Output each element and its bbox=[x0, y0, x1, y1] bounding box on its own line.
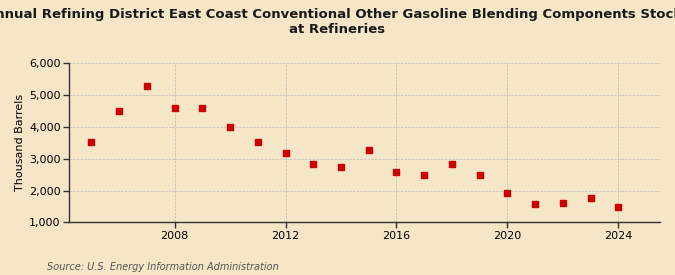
Text: Annual Refining District East Coast Conventional Other Gasoline Blending Compone: Annual Refining District East Coast Conv… bbox=[0, 8, 675, 36]
Y-axis label: Thousand Barrels: Thousand Barrels bbox=[15, 94, 25, 191]
Point bbox=[530, 201, 541, 206]
Point bbox=[225, 125, 236, 130]
Point bbox=[558, 200, 568, 205]
Point bbox=[475, 173, 485, 177]
Point bbox=[335, 165, 346, 169]
Point bbox=[280, 150, 291, 155]
Text: Source: U.S. Energy Information Administration: Source: U.S. Energy Information Administ… bbox=[47, 262, 279, 272]
Point bbox=[502, 191, 513, 195]
Point bbox=[308, 161, 319, 166]
Point bbox=[169, 105, 180, 110]
Point bbox=[363, 148, 374, 153]
Point bbox=[447, 162, 458, 167]
Point bbox=[418, 172, 429, 177]
Point bbox=[585, 195, 596, 200]
Point bbox=[391, 169, 402, 174]
Point bbox=[613, 205, 624, 209]
Point bbox=[197, 106, 208, 111]
Point bbox=[252, 140, 263, 144]
Point bbox=[86, 139, 97, 144]
Point bbox=[141, 84, 152, 88]
Point bbox=[113, 109, 124, 114]
